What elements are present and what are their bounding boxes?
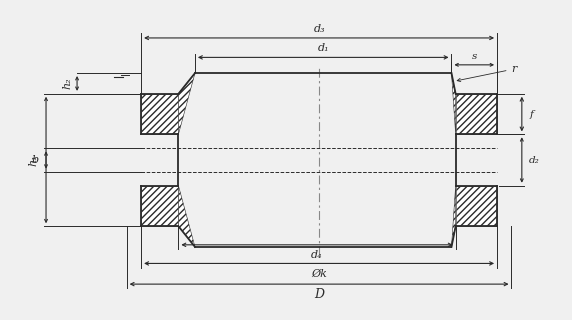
Polygon shape xyxy=(178,73,195,134)
Polygon shape xyxy=(456,94,497,134)
Polygon shape xyxy=(451,73,456,134)
Text: s: s xyxy=(471,52,477,61)
Polygon shape xyxy=(178,186,195,247)
Text: b: b xyxy=(31,155,38,165)
Text: d₃: d₃ xyxy=(313,24,325,34)
Text: r: r xyxy=(457,64,517,82)
Polygon shape xyxy=(456,186,497,226)
Polygon shape xyxy=(141,94,178,134)
Text: h₂: h₂ xyxy=(62,78,72,89)
Text: d₂: d₂ xyxy=(529,156,540,164)
Text: h₁: h₁ xyxy=(29,154,38,166)
Polygon shape xyxy=(451,186,456,247)
Polygon shape xyxy=(141,186,178,226)
Text: Øk: Øk xyxy=(311,269,327,279)
Text: D: D xyxy=(314,288,324,301)
Text: d₄: d₄ xyxy=(311,250,323,260)
Text: f: f xyxy=(529,109,533,119)
Text: d₁: d₁ xyxy=(317,43,329,53)
